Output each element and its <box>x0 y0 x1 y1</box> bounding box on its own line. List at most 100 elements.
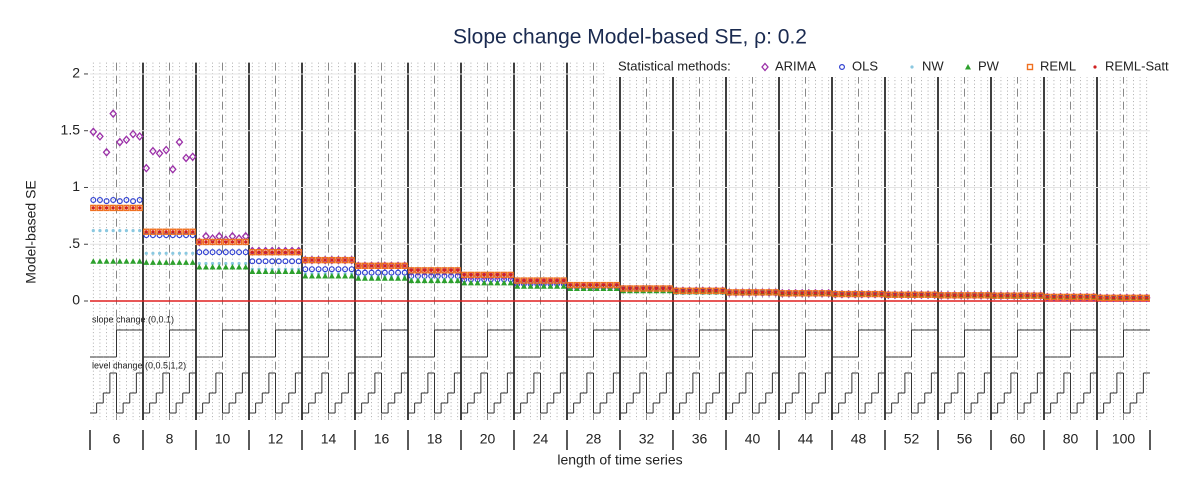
point <box>310 258 314 262</box>
point <box>555 278 559 283</box>
point <box>1004 292 1011 299</box>
point <box>171 251 175 255</box>
point <box>184 230 188 234</box>
point <box>734 290 738 294</box>
point <box>686 287 693 294</box>
point <box>328 273 335 279</box>
point <box>335 256 342 264</box>
point <box>520 283 527 289</box>
point <box>933 293 937 297</box>
point <box>659 285 667 292</box>
legend-marker <box>761 62 769 72</box>
point <box>1030 292 1038 299</box>
point <box>202 238 210 246</box>
point <box>767 290 771 294</box>
point <box>110 196 117 203</box>
point <box>807 291 811 295</box>
point <box>919 293 924 297</box>
point <box>282 248 289 256</box>
point <box>123 258 130 264</box>
point <box>827 291 831 295</box>
legend-marker <box>1093 65 1097 69</box>
point <box>229 263 236 270</box>
point <box>613 281 620 289</box>
point <box>288 248 296 256</box>
point <box>237 261 241 266</box>
point <box>350 258 354 262</box>
point <box>1077 293 1084 301</box>
point <box>712 287 720 294</box>
point <box>891 291 899 298</box>
point <box>356 264 360 268</box>
point <box>507 271 514 279</box>
point <box>348 273 355 279</box>
point <box>236 249 243 256</box>
legend-marker <box>1026 63 1034 71</box>
point <box>573 281 581 289</box>
point <box>1116 294 1124 302</box>
point <box>124 206 129 210</box>
point <box>562 278 566 283</box>
point <box>143 259 150 265</box>
point <box>222 238 230 246</box>
point <box>542 278 546 283</box>
point <box>375 269 382 276</box>
point <box>825 290 832 297</box>
point <box>215 238 223 246</box>
point <box>434 267 442 274</box>
point <box>474 271 481 279</box>
point <box>303 258 307 262</box>
x-tick-label: 40 <box>745 431 761 447</box>
point <box>143 228 150 235</box>
point <box>765 289 773 296</box>
point <box>250 250 254 254</box>
point <box>798 290 806 297</box>
point <box>315 256 322 264</box>
point <box>699 287 707 294</box>
point <box>363 264 367 268</box>
legend-label: REML <box>1040 58 1076 73</box>
point <box>461 279 468 286</box>
point <box>142 163 151 173</box>
point <box>135 131 144 141</box>
point <box>275 258 282 265</box>
point <box>528 278 533 283</box>
point <box>522 278 526 283</box>
point <box>860 292 864 296</box>
point <box>673 287 680 294</box>
point <box>1118 296 1122 300</box>
point <box>244 240 248 244</box>
point <box>191 251 195 255</box>
x-tick-label: 80 <box>1063 431 1079 447</box>
point <box>939 293 943 297</box>
point <box>1017 292 1025 299</box>
point <box>1143 294 1150 302</box>
point <box>98 229 102 233</box>
point <box>986 293 990 297</box>
point <box>429 268 433 272</box>
point <box>103 258 110 264</box>
point <box>548 278 553 283</box>
point <box>96 258 103 264</box>
point <box>90 196 97 203</box>
point <box>674 289 678 293</box>
point <box>1097 294 1104 302</box>
point <box>89 127 98 137</box>
point <box>109 109 118 119</box>
level-label: level change (0,0.5,1,2) <box>92 360 186 370</box>
point <box>886 293 890 297</box>
point <box>151 230 155 234</box>
point <box>295 258 302 265</box>
point <box>494 271 501 279</box>
point <box>255 248 263 256</box>
point <box>1052 295 1056 299</box>
point <box>608 283 612 287</box>
point <box>269 258 276 265</box>
point <box>328 266 335 273</box>
x-axis-label: length of time series <box>557 452 682 468</box>
point <box>456 268 460 272</box>
point <box>1130 294 1137 302</box>
point <box>480 271 488 279</box>
y-tick-label: 2 <box>72 65 80 81</box>
point <box>210 261 215 266</box>
